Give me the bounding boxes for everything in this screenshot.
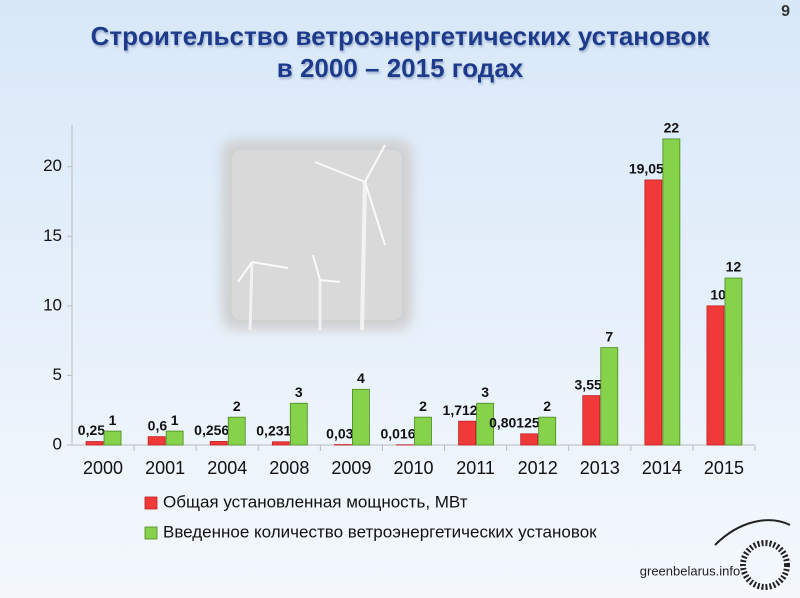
x-tick-label: 2014 bbox=[642, 458, 682, 478]
bar bbox=[644, 179, 663, 446]
data-label: 4 bbox=[357, 370, 365, 386]
bar bbox=[600, 347, 619, 446]
data-label: 10 bbox=[710, 287, 726, 303]
y-tick-label: 15 bbox=[43, 226, 62, 245]
bar bbox=[476, 402, 494, 446]
bar bbox=[147, 436, 166, 446]
data-label: 1 bbox=[109, 412, 117, 428]
x-tick-label: 2013 bbox=[580, 458, 620, 478]
data-label: 2 bbox=[419, 398, 427, 414]
data-label: 3,55 bbox=[575, 376, 602, 392]
data-label: 0,256 bbox=[194, 422, 229, 438]
bar bbox=[85, 441, 104, 446]
data-label: 3 bbox=[295, 384, 303, 400]
bar bbox=[724, 277, 743, 446]
watermark-logo bbox=[714, 519, 791, 590]
bar bbox=[227, 416, 246, 446]
x-tick-label: 2010 bbox=[393, 458, 433, 478]
bar bbox=[209, 441, 228, 446]
x-tick-label: 2011 bbox=[456, 458, 495, 478]
data-label: 12 bbox=[726, 259, 742, 275]
bar bbox=[520, 433, 539, 446]
x-tick-label: 2004 bbox=[207, 458, 247, 478]
bar bbox=[706, 305, 725, 446]
bar bbox=[414, 416, 432, 446]
y-tick-label: 10 bbox=[43, 295, 62, 314]
x-tick-label: 2000 bbox=[83, 458, 123, 478]
data-label: 3 bbox=[481, 384, 489, 400]
data-label: 0,016 bbox=[380, 425, 415, 441]
watermark: greenbelarus.info bbox=[640, 563, 740, 578]
chart-title: в 2000 – 2015 годах bbox=[277, 53, 524, 83]
x-tick-label: 2008 bbox=[269, 458, 309, 478]
legend-swatch bbox=[144, 496, 158, 510]
y-tick-label: 5 bbox=[53, 365, 62, 384]
page-number: 9 bbox=[781, 3, 790, 20]
y-tick-label: 0 bbox=[53, 434, 62, 453]
y-tick-label: 20 bbox=[43, 156, 62, 175]
bar bbox=[271, 441, 290, 446]
chart-title: Строительство ветроэнергетических устано… bbox=[91, 21, 711, 51]
bar bbox=[582, 395, 601, 446]
bar bbox=[458, 420, 476, 446]
bar bbox=[289, 402, 308, 446]
data-label: 7 bbox=[605, 328, 613, 344]
data-label: 0,231 bbox=[256, 422, 291, 438]
legend-label: Введенное количество ветроэнергетических… bbox=[163, 522, 597, 541]
legend-swatch bbox=[144, 526, 158, 540]
x-tick-label: 2001 bbox=[145, 458, 185, 478]
bar bbox=[352, 388, 370, 446]
data-label: 0,80125 bbox=[489, 415, 540, 431]
bar bbox=[103, 430, 122, 446]
bar bbox=[538, 416, 557, 446]
data-label: 19,05 bbox=[629, 161, 664, 177]
x-tick-label: 2015 bbox=[704, 458, 744, 478]
data-label: 2 bbox=[543, 398, 551, 414]
photo bbox=[222, 140, 412, 331]
data-label: 0,6 bbox=[148, 417, 168, 433]
x-tick-label: 2009 bbox=[331, 458, 371, 478]
data-label: 22 bbox=[664, 120, 680, 136]
data-label: 2 bbox=[233, 398, 241, 414]
data-label: 0,25 bbox=[78, 422, 105, 438]
legend-label: Общая установленная мощность, МВт bbox=[163, 492, 468, 511]
x-tick-label: 2012 bbox=[518, 458, 558, 478]
data-label: 1 bbox=[171, 412, 179, 428]
bar bbox=[662, 138, 681, 446]
data-label: 1,712 bbox=[443, 402, 478, 418]
data-label: 0,03 bbox=[326, 425, 353, 441]
bar bbox=[165, 430, 184, 446]
